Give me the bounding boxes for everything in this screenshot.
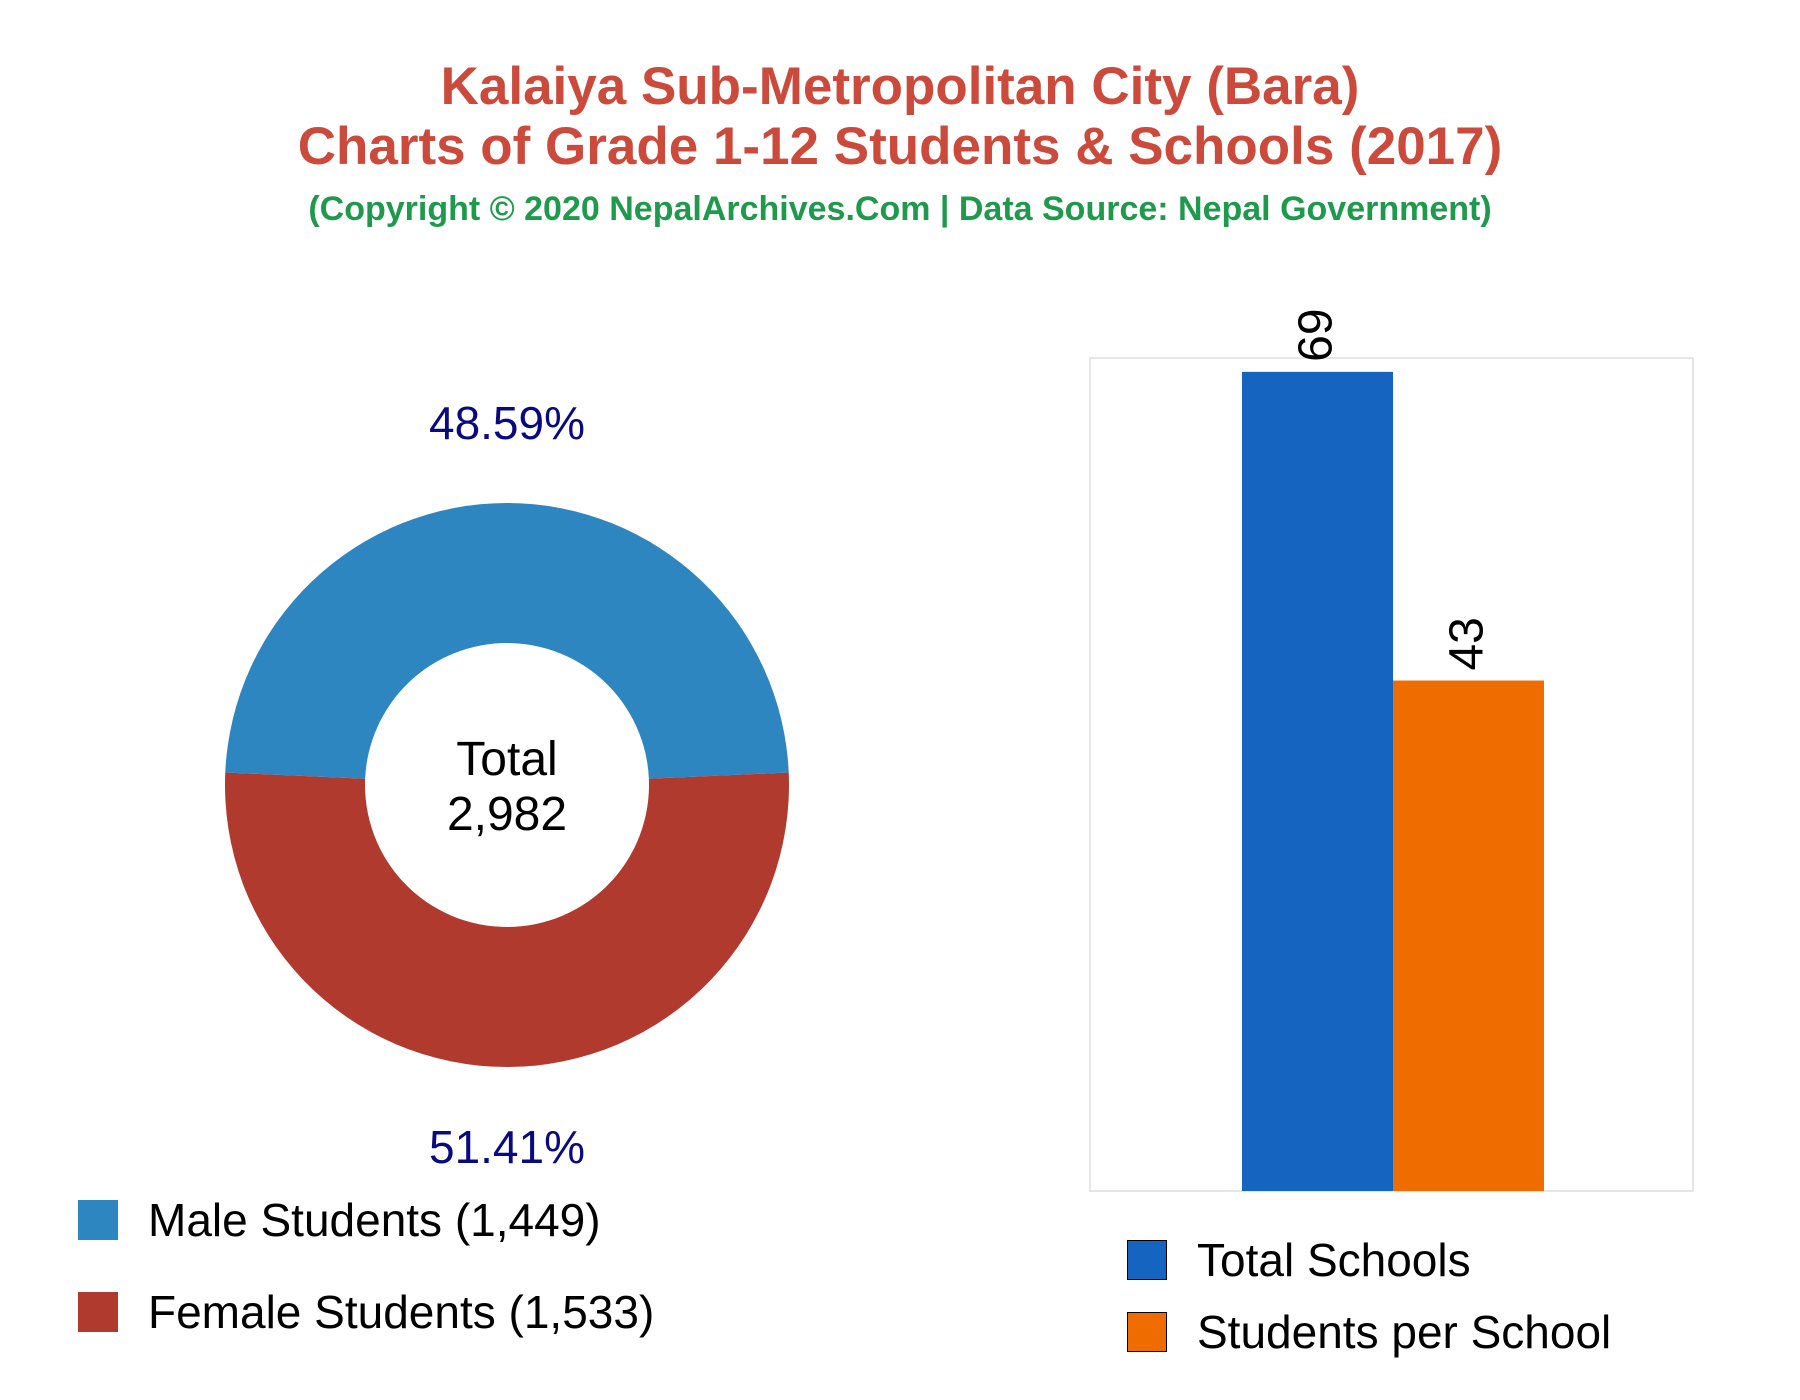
bar-chart: 69 43 <box>1089 308 1694 1192</box>
chart-subtitle: (Copyright © 2020 NepalArchives.Com | Da… <box>308 190 1492 228</box>
bar-value-label-total-schools: 69 <box>1290 308 1343 361</box>
bar-students-per-school <box>1393 680 1544 1191</box>
legend-swatch-female <box>78 1292 118 1332</box>
legend-item-female: Female Students (1,533) <box>78 1285 654 1339</box>
legend-swatch-students-per-school <box>1127 1312 1167 1352</box>
legend-label-female: Female Students (1,533) <box>148 1286 655 1338</box>
legend-swatch-male <box>78 1200 118 1240</box>
donut-slice-male <box>225 502 789 779</box>
donut-center-label: Total <box>456 733 557 786</box>
legend-label-male: Male Students (1,449) <box>148 1194 601 1246</box>
legend-item-total-schools: Total Schools <box>1127 1233 1471 1287</box>
legend-swatch-total-schools <box>1127 1240 1167 1280</box>
legend-item-students-per-school: Students per School <box>1127 1305 1611 1359</box>
percent-label-female: 51.41% <box>429 1121 585 1173</box>
donut-center-total: 2,982 <box>447 788 567 841</box>
chart-title-line2: Charts of Grade 1-12 Students & Schools … <box>297 117 1503 176</box>
legend-item-male: Male Students (1,449) <box>78 1193 601 1247</box>
donut-slice-female <box>225 772 789 1067</box>
legend-label-total-schools: Total Schools <box>1197 1234 1471 1286</box>
legend-label-students-per-school: Students per School <box>1197 1306 1612 1358</box>
bar-total-schools <box>1242 371 1393 1191</box>
chart-title-line1: Kalaiya Sub-Metropolitan City (Bara) <box>440 57 1360 116</box>
bar-value-label-students-per-school: 43 <box>1441 617 1494 670</box>
percent-label-male: 48.59% <box>429 397 585 449</box>
